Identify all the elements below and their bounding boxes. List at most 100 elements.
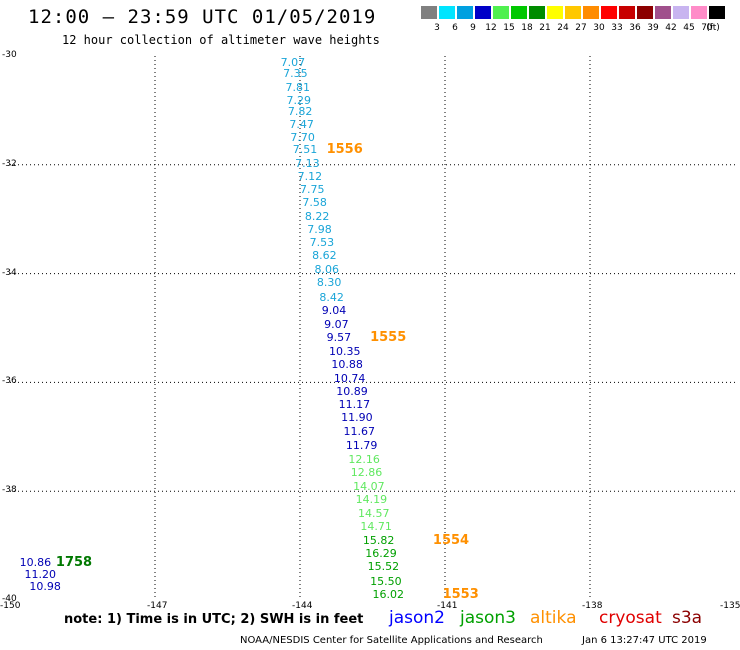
latitude-tick-label: -34 bbox=[2, 267, 17, 278]
pass-time-label: 1556 bbox=[326, 142, 363, 158]
color-scale-label: 42 bbox=[665, 23, 677, 33]
longitude-tick-label: -147 bbox=[147, 601, 168, 611]
map-subtitle: 12 hour collection of altimeter wave hei… bbox=[62, 33, 380, 47]
wave-height-value: 9.07 bbox=[324, 317, 349, 331]
pass-time-label: 1555 bbox=[370, 329, 407, 345]
wave-height-value: 8.06 bbox=[314, 263, 340, 277]
color-scale-label: 27 bbox=[575, 23, 587, 33]
wave-height-value: 14.07 bbox=[353, 479, 385, 493]
wave-height-value: 10.35 bbox=[329, 344, 361, 358]
longitude-tick-label: -135 bbox=[720, 601, 740, 611]
wave-height-value: 11.67 bbox=[343, 425, 376, 439]
wave-height-value: 7.12 bbox=[297, 169, 323, 183]
wave-height-value: 16.29 bbox=[365, 547, 397, 561]
color-scale-unit: (ft) bbox=[706, 23, 720, 33]
wave-height-value: 7.70 bbox=[290, 130, 315, 144]
color-swatch bbox=[511, 6, 527, 19]
color-swatch bbox=[655, 6, 671, 19]
satellite-name-jason3: jason3 bbox=[460, 608, 516, 628]
wave-height-value: 7.47 bbox=[289, 117, 314, 131]
wave-height-value: 8.30 bbox=[316, 276, 342, 290]
latitude-tick-label: -32 bbox=[2, 158, 17, 169]
color-scale-label: 33 bbox=[611, 23, 623, 33]
wave-height-value: 11.79 bbox=[345, 438, 378, 452]
color-scale-label: 45 bbox=[683, 23, 695, 33]
wave-height-value: 7.58 bbox=[302, 195, 327, 209]
map-title: 12:00 — 23:59 UTC 01/05/2019 bbox=[28, 6, 377, 28]
longitude-tick-label: -150 bbox=[0, 601, 21, 611]
longitude-tick-label: -144 bbox=[292, 601, 313, 611]
wave-height-value: 15.82 bbox=[362, 534, 395, 548]
wave-height-value: 10.88 bbox=[331, 357, 363, 371]
color-swatch bbox=[529, 6, 545, 19]
longitude-tick-label: -138 bbox=[582, 601, 603, 611]
wave-height-value: 7.13 bbox=[295, 156, 320, 170]
color-scale-label: 21 bbox=[539, 23, 551, 33]
wave-height-value: 7.51 bbox=[292, 143, 318, 157]
wave-height-value: 11.90 bbox=[341, 411, 373, 425]
color-scale-label: 39 bbox=[647, 23, 659, 33]
wave-height-value: 10.86 bbox=[19, 556, 52, 569]
wave-height-value: 14.19 bbox=[355, 492, 388, 506]
wave-height-value: 7.82 bbox=[287, 105, 313, 119]
pass-time-label: 1758 bbox=[55, 555, 93, 570]
wave-height-value: 8.62 bbox=[312, 249, 337, 263]
satellite-name-s3a: s3a bbox=[672, 608, 703, 628]
color-scale-label: 12 bbox=[485, 23, 497, 33]
wave-height-value: 11.20 bbox=[24, 567, 57, 581]
color-scale-label: 18 bbox=[521, 23, 533, 33]
wave-height-value: 7.75 bbox=[300, 182, 325, 196]
wave-height-value: 16.02 bbox=[372, 587, 405, 601]
wave-height-value: 7.53 bbox=[309, 236, 335, 250]
satellite-name-cryosat: cryosat bbox=[599, 608, 662, 628]
color-scale-label: 15 bbox=[503, 23, 515, 33]
wave-height-value: 15.52 bbox=[367, 560, 400, 574]
color-swatch bbox=[475, 6, 491, 19]
color-scale-label: 30 bbox=[593, 23, 605, 33]
pass-time-label: 1553 bbox=[442, 586, 479, 602]
pass-time-label: 1554 bbox=[432, 533, 470, 549]
color-swatch bbox=[691, 6, 707, 19]
wave-height-value: 12.86 bbox=[350, 465, 383, 479]
color-swatch bbox=[601, 6, 617, 19]
color-swatch bbox=[637, 6, 653, 19]
wave-height-value: 8.42 bbox=[319, 290, 344, 304]
latitude-tick-label: -36 bbox=[2, 376, 17, 387]
satellite-name-altika: altika bbox=[530, 608, 577, 628]
color-swatch bbox=[493, 6, 509, 19]
wave-height-value: 9.57 bbox=[326, 330, 352, 344]
wave-height-value: 14.71 bbox=[360, 520, 392, 534]
footer-note: note: 1) Time is in UTC; 2) SWH is in fe… bbox=[64, 612, 364, 627]
wave-height-value: 9.04 bbox=[321, 303, 347, 317]
credit-text: NOAA/NESDIS Center for Satellite Applica… bbox=[240, 635, 543, 646]
wave-height-value: 11.17 bbox=[338, 398, 371, 412]
color-scale-label: 6 bbox=[452, 23, 458, 33]
color-swatch bbox=[673, 6, 689, 19]
latitude-tick-label: -38 bbox=[2, 485, 17, 496]
wave-height-value: 14.57 bbox=[358, 507, 390, 521]
color-swatch bbox=[421, 6, 437, 19]
latitude-tick-label: -30 bbox=[2, 50, 17, 60]
wave-height-value: 7.29 bbox=[286, 93, 311, 107]
wave-height-value: 7.07 bbox=[280, 55, 306, 69]
color-swatch bbox=[565, 6, 581, 19]
color-swatch bbox=[547, 6, 563, 19]
color-swatch bbox=[709, 6, 725, 19]
wave-height-value: 10.98 bbox=[29, 579, 61, 593]
wave-height-value: 12.16 bbox=[348, 452, 380, 466]
color-scale-label: 3 bbox=[434, 23, 440, 33]
color-swatch bbox=[619, 6, 635, 19]
wave-height-value: 10.74 bbox=[333, 372, 366, 386]
wave-height-value: 7.98 bbox=[307, 223, 332, 237]
satellite-name-jason2: jason2 bbox=[389, 608, 445, 628]
color-scale-label: 9 bbox=[470, 23, 476, 33]
wave-height-value: 8.22 bbox=[304, 210, 330, 224]
wave-height-value: 15.50 bbox=[370, 574, 402, 588]
color-scale-label: 24 bbox=[557, 23, 569, 33]
color-swatch bbox=[583, 6, 599, 19]
wave-height-value: 10.89 bbox=[336, 385, 368, 399]
latitude-tick-label: -40 bbox=[2, 594, 17, 604]
wave-height-value: 7.81 bbox=[285, 80, 311, 94]
color-swatch bbox=[439, 6, 455, 19]
